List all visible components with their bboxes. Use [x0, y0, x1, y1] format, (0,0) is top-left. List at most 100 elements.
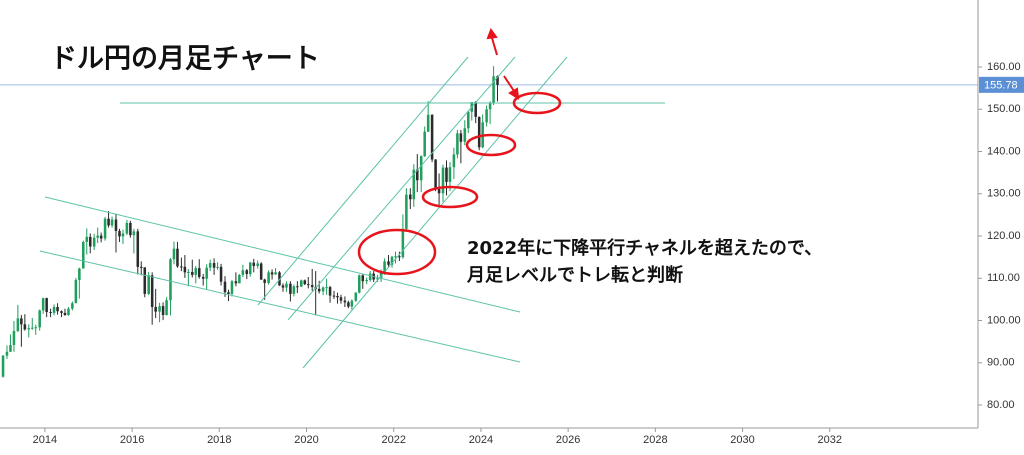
- candle-body: [183, 266, 187, 273]
- candle-body: [387, 261, 390, 265]
- candle-body: [437, 189, 441, 194]
- x-tick-label: 2022: [381, 434, 405, 446]
- candle-body: [430, 114, 434, 160]
- candle-body: [60, 311, 63, 313]
- candle-body: [270, 272, 274, 275]
- annotation: 月足レベルでトレ転と判断: [466, 264, 683, 286]
- x-tick-label: 2016: [120, 434, 144, 446]
- candle-body: [136, 231, 140, 267]
- candle-body: [82, 241, 85, 269]
- highlight-ellipse: [512, 91, 562, 115]
- candle-body: [354, 292, 358, 301]
- y-tick-label: 120.00: [987, 230, 1021, 242]
- x-tick-label: 2024: [469, 434, 493, 446]
- candle-body: [176, 248, 179, 267]
- y-tick-label: 100.00: [987, 314, 1021, 326]
- candle-body: [256, 263, 259, 267]
- candle-body: [180, 266, 183, 268]
- candle-body: [216, 266, 219, 268]
- candle-body: [114, 219, 118, 231]
- y-tick-label: 150.00: [987, 103, 1021, 115]
- x-tick-label: 2032: [818, 434, 842, 446]
- candle-body: [426, 114, 430, 132]
- candle-body: [96, 235, 99, 238]
- candle-body: [376, 278, 379, 280]
- candle-body: [234, 281, 238, 284]
- candle-body: [38, 310, 41, 328]
- candle-body: [147, 275, 150, 294]
- x-tick-label: 2020: [294, 434, 318, 446]
- last-price-badge: [979, 76, 1024, 93]
- candle-body: [9, 345, 12, 352]
- candle-body: [368, 273, 372, 280]
- candle-body: [92, 237, 96, 247]
- candle-body: [419, 156, 423, 181]
- candle-body: [274, 272, 277, 275]
- candle-body: [27, 328, 31, 330]
- candle-body: [321, 287, 325, 292]
- candle-body: [492, 76, 495, 104]
- candle-body: [467, 111, 470, 129]
- candle-body: [347, 302, 350, 307]
- y-tick-label: 130.00: [987, 188, 1021, 200]
- arrow-head: [508, 87, 520, 100]
- candle-body: [259, 263, 263, 280]
- candle-body: [423, 131, 426, 157]
- x-tick-label: 2026: [556, 434, 580, 446]
- candle-body: [289, 283, 292, 294]
- candle-body: [161, 306, 165, 316]
- arrows: [486, 27, 520, 100]
- last-price-label: 155.78: [984, 80, 1018, 92]
- candle-body: [281, 285, 285, 288]
- candle-body: [187, 271, 190, 273]
- candle-body: [165, 300, 168, 316]
- candle-body: [12, 331, 16, 346]
- candle-body: [110, 219, 114, 226]
- candle-body: [485, 109, 488, 123]
- arrow-head: [486, 27, 498, 40]
- candle-body: [252, 262, 256, 267]
- candle-body: [34, 327, 38, 329]
- trend-line: [39, 250, 521, 363]
- candle-body: [463, 128, 467, 142]
- candle-body: [212, 263, 216, 268]
- candle-body: [103, 218, 107, 239]
- candle-body: [107, 218, 110, 226]
- arrow: [503, 75, 515, 92]
- candle-body: [241, 270, 245, 275]
- candle-body: [358, 275, 361, 293]
- candle-body: [285, 283, 288, 288]
- candle-body: [78, 268, 81, 280]
- highlight-ellipse: [421, 185, 479, 209]
- axes: [0, 0, 982, 432]
- candle-body: [452, 154, 456, 168]
- candle-body: [219, 266, 223, 282]
- candle-body: [169, 259, 172, 301]
- candle-body: [139, 266, 143, 268]
- candle-body: [125, 222, 129, 234]
- annotation: 2022年に下降平行チャネルを超えたので、: [467, 237, 822, 259]
- candle-body: [143, 267, 147, 294]
- candle-body: [129, 222, 132, 236]
- candle-body: [121, 233, 125, 237]
- candle-body: [459, 133, 463, 142]
- candle-body: [30, 327, 34, 329]
- candle-body: [158, 306, 161, 312]
- candle-body: [317, 288, 321, 292]
- candle-body: [434, 159, 437, 190]
- candle-body: [132, 231, 136, 236]
- candle-body: [343, 300, 347, 303]
- candle-body: [118, 230, 121, 237]
- candle-body: [205, 267, 208, 279]
- candle-body: [56, 306, 59, 312]
- y-tick-label: 160.00: [987, 61, 1021, 73]
- candle-body: [350, 300, 354, 307]
- candle-body: [1, 355, 5, 377]
- candle-body: [238, 274, 241, 284]
- candle-body: [416, 169, 419, 181]
- candle-body: [263, 279, 266, 283]
- candle-body: [383, 261, 386, 273]
- candle-body: [52, 306, 56, 313]
- chart-title: ドル円の月足チャート: [50, 44, 320, 75]
